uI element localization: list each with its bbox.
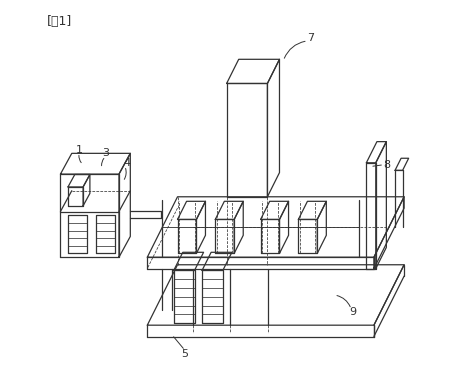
Text: 7: 7 bbox=[307, 33, 314, 43]
Text: 1: 1 bbox=[76, 145, 83, 154]
Text: 5: 5 bbox=[181, 349, 189, 359]
Text: 8: 8 bbox=[383, 160, 391, 170]
Text: 9: 9 bbox=[350, 307, 357, 317]
Text: [図1]: [図1] bbox=[47, 15, 73, 28]
Text: 3: 3 bbox=[102, 148, 109, 158]
Text: 4: 4 bbox=[123, 158, 130, 168]
